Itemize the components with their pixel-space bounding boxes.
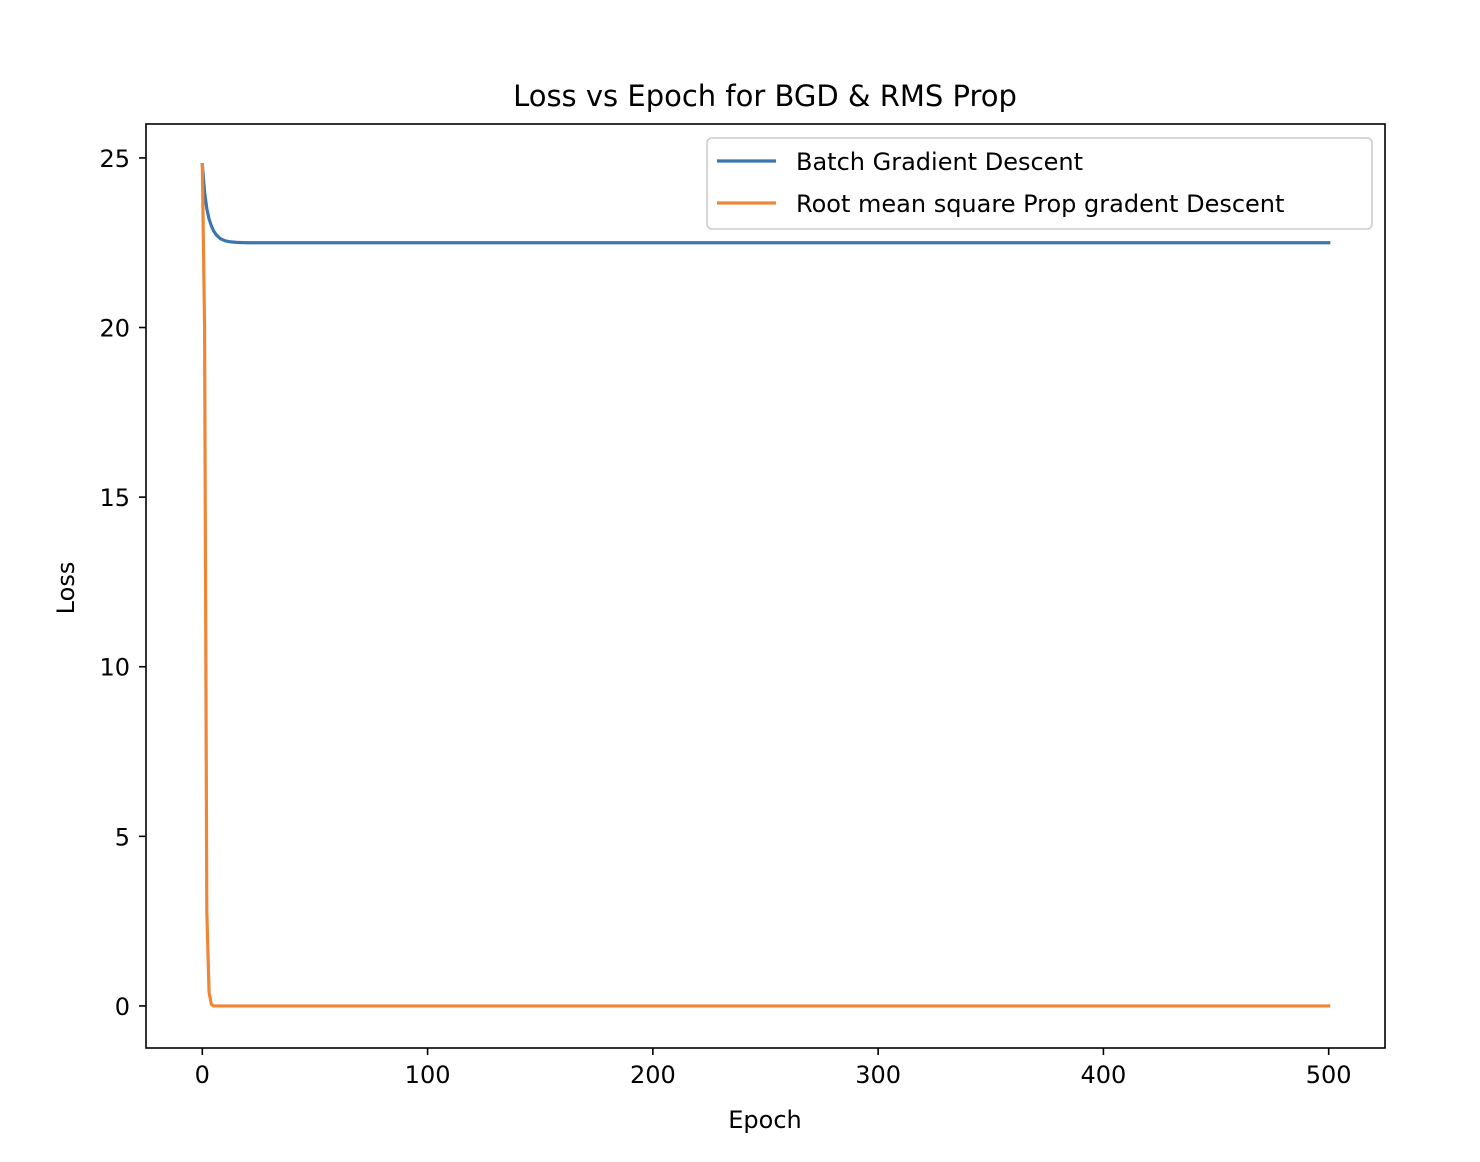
plot-area xyxy=(146,124,1385,1048)
y-axis: 0 5 10 15 20 25 xyxy=(99,145,146,1021)
series-line-batch-gradient-descent xyxy=(200,162,1331,245)
x-tick-label: 200 xyxy=(630,1061,676,1089)
y-tick-label: 20 xyxy=(99,315,130,343)
x-axis-label: Epoch xyxy=(728,1106,802,1134)
legend-box xyxy=(706,137,1373,230)
y-tick-label: 25 xyxy=(99,145,130,173)
x-tick-label: 400 xyxy=(1081,1061,1127,1089)
y-tick-label: 15 xyxy=(99,484,130,512)
series-line-root-mean-square-prop-gradent-descent xyxy=(200,163,1331,1008)
x-tick-label: 300 xyxy=(855,1061,901,1089)
plot-frame xyxy=(145,123,1386,1049)
legend-label-batch-gradient-descent: Batch Gradient Descent xyxy=(796,148,1083,176)
legend: Batch Gradient Descent Root mean square … xyxy=(706,137,1373,230)
legend-label-rms-prop: Root mean square Prop gradent Descent xyxy=(796,190,1284,218)
y-tick-label: 10 xyxy=(99,654,130,682)
y-tick-label: 0 xyxy=(115,993,130,1021)
y-tick-label: 5 xyxy=(115,823,130,851)
y-axis-label: Loss xyxy=(52,562,80,615)
x-tick-label: 0 xyxy=(195,1061,210,1089)
x-axis: 0 100 200 300 400 500 xyxy=(195,1048,1352,1089)
series-layer xyxy=(200,162,1331,1008)
chart-title: Loss vs Epoch for BGD & RMS Prop xyxy=(513,79,1017,113)
x-tick-label: 500 xyxy=(1306,1061,1352,1089)
x-tick-label: 100 xyxy=(405,1061,451,1089)
